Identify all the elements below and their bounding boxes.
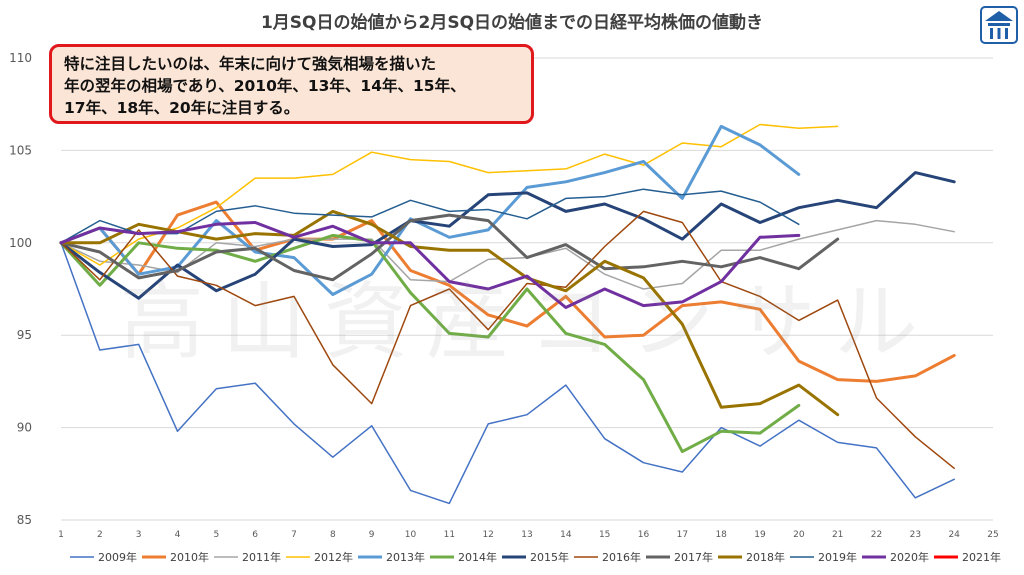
x-tick-label: 14: [560, 530, 572, 540]
x-tick-label: 7: [291, 530, 297, 540]
x-tick-label: 22: [871, 530, 882, 540]
x-tick-label: 16: [638, 530, 650, 540]
series-line-2011年: [60, 219, 955, 290]
y-tick-label: 105: [9, 143, 32, 157]
series-line-2013年: [59, 124, 801, 296]
legend-label: 2020年: [890, 550, 929, 564]
legend-label: 2014年: [458, 550, 497, 564]
legend-label: 2013年: [386, 550, 425, 564]
company-logo-icon: [980, 6, 1018, 44]
watermark: 高山資産コンサル: [120, 273, 937, 371]
series-line-2014年: [59, 233, 801, 454]
legend-label: 2011年: [242, 550, 281, 564]
legend-label: 2010年: [170, 550, 209, 564]
x-tick-label: 12: [482, 530, 493, 540]
x-tick-label: 4: [175, 530, 181, 540]
series-lines: [59, 123, 956, 505]
x-axis-ticks: 1 2 3 4 5 6 7 8 9 10 11 12 13 14 15 16 17 18 19 20 21 22 23 24 2…: [58, 530, 999, 540]
legend-label: 2009年: [98, 550, 137, 564]
legend-label: 2021年: [962, 550, 1001, 564]
legend: 2009年 2010年 2011年 2012年 2013年 2014年 2015年 2016年…: [70, 550, 1001, 564]
x-tick-label: 1: [58, 530, 64, 540]
x-tick-label: 23: [910, 530, 921, 540]
series-line-2017年: [59, 213, 840, 282]
legend-label: 2017年: [674, 550, 713, 564]
x-tick-label: 15: [599, 530, 610, 540]
x-tick-label: 17: [677, 530, 688, 540]
y-tick-label: 85: [17, 513, 32, 527]
legend-label: 2015年: [530, 550, 569, 564]
series-line-2015年: [59, 171, 956, 300]
y-tick-label: 110: [9, 51, 32, 65]
series-line-2016年: [60, 210, 955, 470]
y-tick-label: 100: [9, 236, 32, 250]
x-tick-label: 5: [213, 530, 219, 540]
series-line-2018年: [59, 209, 840, 417]
x-tick-label: 2: [97, 530, 103, 540]
series-line-2012年: [60, 123, 839, 266]
x-tick-label: 3: [136, 530, 142, 540]
legend-label: 2012年: [314, 550, 353, 564]
chart-title: 1月SQ日の始値から2月SQ日の始値までの日経平均株価の値動き: [261, 12, 763, 33]
x-tick-label: 9: [369, 530, 375, 540]
x-tick-label: 8: [330, 530, 336, 540]
legend-label: 2016年: [602, 550, 641, 564]
series-line-2010年: [59, 200, 956, 383]
x-tick-label: 20: [793, 530, 805, 540]
x-tick-label: 19: [754, 530, 766, 540]
x-tick-label: 13: [521, 530, 532, 540]
x-tick-label: 24: [948, 530, 960, 540]
x-tick-label: 25: [987, 530, 998, 540]
grid-lines: [61, 57, 993, 521]
x-tick-label: 18: [715, 530, 727, 540]
y-tick-label: 90: [17, 421, 32, 435]
x-tick-label: 6: [252, 530, 258, 540]
series-line-2020年: [59, 221, 801, 309]
x-tick-label: 10: [405, 530, 417, 540]
x-tick-label: 21: [832, 530, 843, 540]
legend-label: 2019年: [818, 550, 857, 564]
series-line-2009年: [60, 242, 955, 505]
y-axis-ticks: 85 90 95 100 105 110: [9, 51, 32, 527]
y-tick-label: 95: [17, 328, 32, 342]
annotation-callout: 特に注目したいのは、年末に向けて強気相場を描いた 年の翌年の相場であり、2010…: [49, 44, 534, 124]
legend-label: 2018年: [746, 550, 785, 564]
x-tick-label: 11: [444, 530, 455, 540]
